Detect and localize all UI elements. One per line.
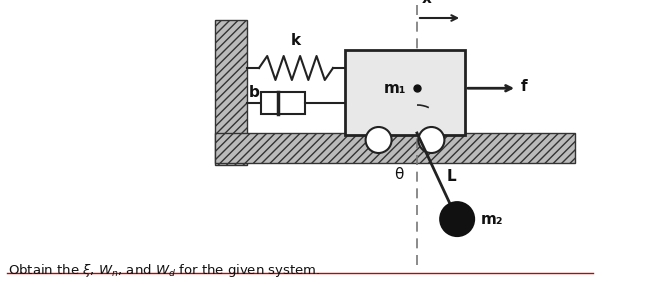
Text: x: x <box>422 0 432 6</box>
Bar <box>215 133 575 163</box>
Text: θ: θ <box>394 167 404 182</box>
Text: f: f <box>521 79 528 94</box>
Text: Obtain the $\xi$, $W_n$, and $W_d$ for the given system.: Obtain the $\xi$, $W_n$, and $W_d$ for t… <box>8 262 320 279</box>
Circle shape <box>366 127 391 153</box>
Circle shape <box>439 201 475 237</box>
Bar <box>345 50 465 135</box>
Circle shape <box>418 127 444 153</box>
Text: m₁: m₁ <box>384 81 407 96</box>
Bar <box>261 92 305 114</box>
Text: b: b <box>249 85 260 100</box>
Text: m₂: m₂ <box>481 212 503 227</box>
Text: L: L <box>447 168 457 183</box>
Bar <box>215 20 247 165</box>
Text: k: k <box>291 33 301 48</box>
